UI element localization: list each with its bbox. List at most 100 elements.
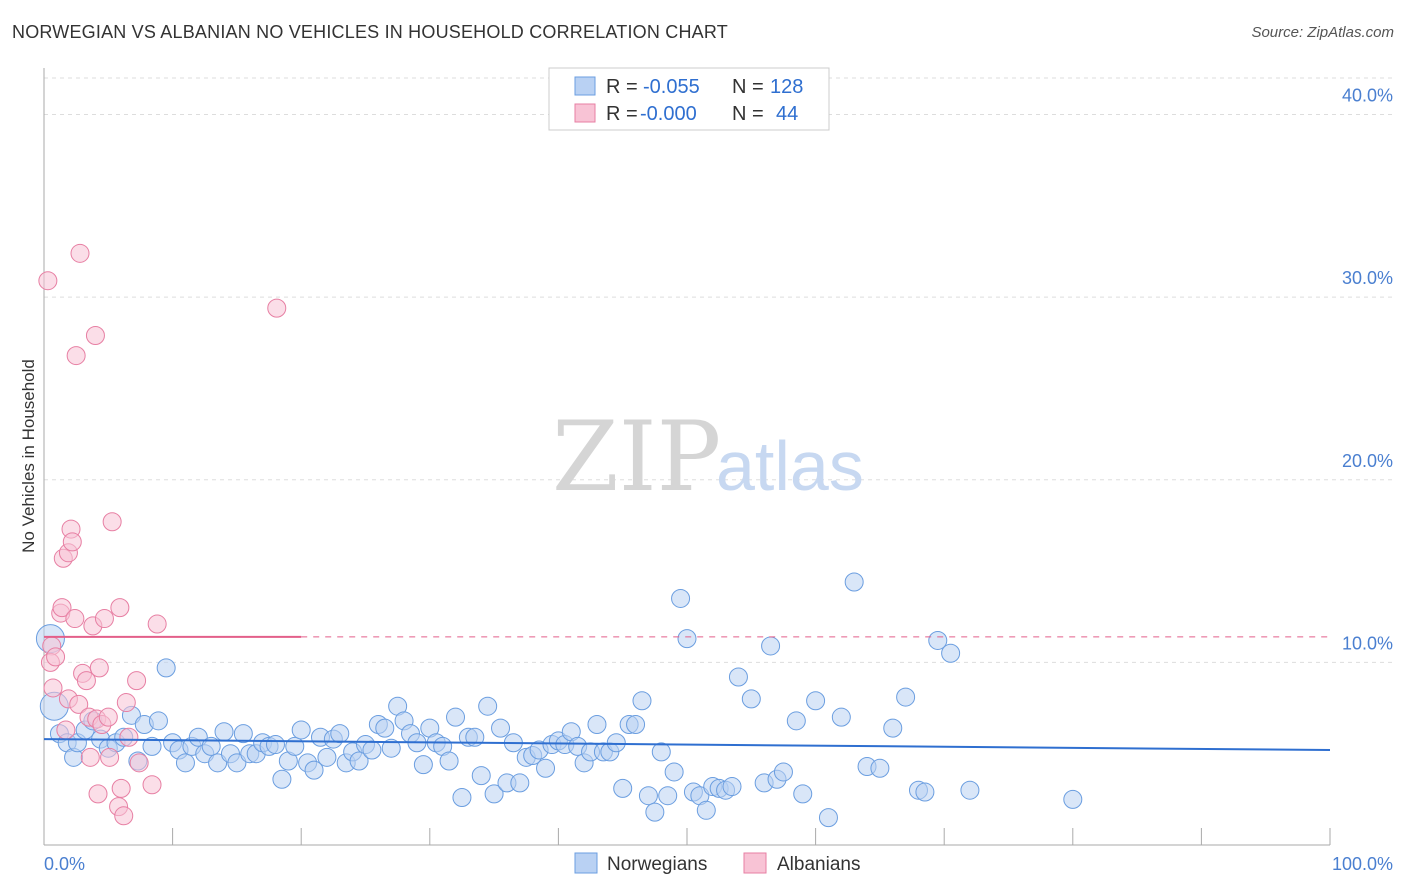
norwegians-point <box>349 751 369 771</box>
series-legend: Norwegians Albanians <box>574 852 860 875</box>
albanians-point <box>89 658 109 678</box>
legend-n-label-2: N = <box>732 103 764 125</box>
norwegians-point <box>632 691 652 711</box>
norwegians-point <box>148 711 168 731</box>
norwegians-point <box>722 777 742 797</box>
norwegians-point <box>761 636 781 656</box>
legend-r-label-2: R = <box>606 103 638 125</box>
norwegians-point <box>928 630 948 650</box>
norwegians-point <box>818 808 838 828</box>
x-tick-label: 100.0% <box>1332 854 1393 874</box>
y-tick-label: 40.0% <box>1342 86 1393 106</box>
norwegians-point <box>265 735 285 755</box>
albanians-point <box>80 747 100 767</box>
albanians-point <box>76 671 96 691</box>
legend-n-value-2: 44 <box>776 103 798 125</box>
albanians-point <box>65 609 85 629</box>
norwegians-trend-line <box>43 738 1331 752</box>
albanians-point <box>62 532 82 552</box>
albanians-point <box>267 298 287 318</box>
norwegians-point <box>413 755 433 775</box>
grid-lines <box>44 77 1394 663</box>
albanians-point <box>88 784 108 804</box>
norwegians-point <box>671 588 691 608</box>
albanians-point <box>119 727 139 747</box>
norwegians-point <box>1063 789 1083 809</box>
stats-legend-box <box>548 67 830 131</box>
albanians-point <box>129 753 149 773</box>
legend-swatch-albanians <box>574 103 596 123</box>
series-legend-label-norwegians: Norwegians <box>607 854 707 875</box>
albanians-point <box>98 707 118 727</box>
trend-lines <box>43 635 1331 752</box>
y-axis-tick-labels: 10.0% 20.0% 30.0% 40.0% <box>1342 86 1393 654</box>
stats-legend: R = -0.055 N = 128 R = -0.000 N = 44 <box>548 67 830 131</box>
norwegians-point <box>291 720 311 740</box>
norwegians-point <box>214 722 234 742</box>
norwegians-point <box>510 773 530 793</box>
albanians-point <box>43 678 63 698</box>
data-points <box>35 243 1083 828</box>
norwegians-point <box>175 753 195 773</box>
norwegians-point <box>941 643 961 663</box>
albanians-point <box>114 806 134 826</box>
series-legend-swatch-albanians <box>743 852 767 874</box>
norwegians-point <box>728 667 748 687</box>
albanians-point <box>110 598 130 618</box>
norwegians-point <box>831 707 851 727</box>
albanians-point <box>52 598 72 618</box>
norwegians-point <box>330 724 350 744</box>
chart-source: Source: ZipAtlas.com <box>1251 24 1394 41</box>
norwegians-point <box>870 758 890 778</box>
norwegians-point <box>156 658 176 678</box>
legend-n-label-1: N = <box>732 76 764 98</box>
norwegians-point <box>773 762 793 782</box>
albanians-point <box>38 271 58 291</box>
albanians-point <box>100 747 120 767</box>
norwegians-point <box>478 696 498 716</box>
legend-r-label-1: R = <box>606 76 638 98</box>
norwegians-point <box>362 740 382 760</box>
chart-title: NORWEGIAN VS ALBANIAN NO VEHICLES IN HOU… <box>12 22 728 42</box>
albanians-point <box>66 346 86 366</box>
norwegians-point <box>613 778 633 798</box>
albanians-point <box>142 775 162 795</box>
norwegians-point <box>883 718 903 738</box>
albanians-point <box>46 647 66 667</box>
norwegians-point <box>645 802 665 822</box>
norwegians-point <box>638 786 658 806</box>
norwegians-point <box>606 733 626 753</box>
norwegians-point <box>188 727 208 747</box>
norwegians-point <box>233 724 253 744</box>
x-axis-tick-labels: 0.0% 100.0% <box>44 854 1393 874</box>
x-tick-label: 0.0% <box>44 854 85 874</box>
albanians-point <box>94 609 114 629</box>
norwegians-point <box>491 718 511 738</box>
norwegians-point <box>304 760 324 780</box>
norwegians-point <box>664 762 684 782</box>
norwegians-point <box>208 753 228 773</box>
norwegians-point <box>536 758 556 778</box>
legend-n-value-1: 128 <box>770 76 803 98</box>
legend-swatch-norwegians <box>574 76 596 96</box>
norwegians-point <box>960 780 980 800</box>
norwegians-point <box>741 689 761 709</box>
norwegians-point <box>696 800 716 820</box>
y-tick-label: 20.0% <box>1342 451 1393 471</box>
norwegians-point <box>677 629 697 649</box>
norwegians-point <box>484 784 504 804</box>
watermark-atlas: atlas <box>716 427 864 505</box>
norwegians-point <box>915 782 935 802</box>
albanians-point <box>111 778 131 798</box>
norwegians-point <box>452 788 472 808</box>
norwegians-point <box>446 707 466 727</box>
norwegians-point <box>317 747 337 767</box>
x-axis-ticks <box>43 828 1331 845</box>
norwegians-point <box>272 769 292 789</box>
albanians-point <box>56 720 76 740</box>
norwegians-point <box>471 766 491 786</box>
norwegians-point <box>381 738 401 758</box>
norwegians-point <box>658 786 678 806</box>
norwegians-point <box>626 714 646 734</box>
